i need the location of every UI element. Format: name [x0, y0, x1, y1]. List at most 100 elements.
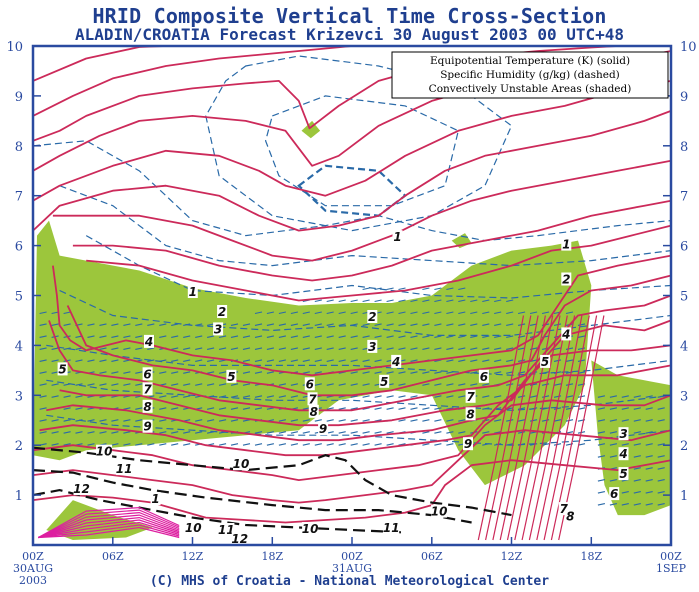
- legend: Equipotential Temperature (K) (solid) Sp…: [391, 51, 669, 99]
- humidity-dash: [350, 443, 358, 446]
- theta-e-bundle-line: [543, 315, 590, 541]
- humidity-dash: [434, 431, 442, 434]
- humidity-dash: [422, 407, 430, 410]
- humidity-dash: [183, 371, 191, 374]
- humidity-dash: [278, 383, 287, 386]
- contour-label-3: 3: [368, 340, 376, 354]
- y-tick-label-right: 9: [680, 90, 688, 105]
- humidity-dash: [458, 335, 466, 338]
- humidity-loop-1: [264, 95, 459, 207]
- humidity-dash: [633, 431, 641, 434]
- theta-e-bundle-line: [536, 315, 583, 541]
- humidity-dash: [529, 395, 538, 398]
- humidity-dash: [183, 431, 191, 434]
- humidity-dash: [458, 359, 466, 362]
- contour-label-7: 7: [560, 502, 569, 516]
- humidity-dash: [135, 335, 143, 338]
- humidity-contour-0: [32, 140, 672, 242]
- humidity-dash: [242, 359, 251, 362]
- theta-e-bundle-line: [514, 315, 561, 541]
- contour-label-bg: [142, 382, 153, 396]
- contour-label-bg: [465, 389, 476, 403]
- humidity-dash: [314, 299, 322, 303]
- humidity-dash: [386, 431, 394, 434]
- contour-label-bg: [367, 339, 378, 353]
- humidity-dash: [314, 347, 322, 350]
- humidity-dash: [398, 335, 406, 338]
- humidity-dash: [99, 419, 107, 422]
- humidity-dash: [422, 335, 430, 338]
- humidity-dash: [338, 419, 346, 422]
- chart-subtitle: ALADIN/CROATIA Forecast Krizevci 30 Augu…: [74, 25, 625, 44]
- legend-entry-convectively-unstable: Convectively Unstable Areas (shaded): [429, 83, 632, 95]
- humidity-dash: [645, 503, 653, 506]
- surface-fan-line: [38, 526, 180, 539]
- humidity-dash: [482, 383, 490, 386]
- humidity-dash: [374, 443, 382, 446]
- theta-e-contour-12: [59, 319, 672, 427]
- contour-label-bg: [391, 354, 402, 368]
- humidity-dash: [362, 371, 370, 374]
- y-tick-label-right: 3: [680, 389, 688, 404]
- humidity-dash: [645, 491, 653, 494]
- humidity-dash: [494, 431, 502, 434]
- humidity-dash: [386, 311, 394, 315]
- legend-entry-equipotential-temperature: Equipotential Temperature (K) (solid): [430, 55, 630, 67]
- humidity-dash: [434, 407, 442, 410]
- humidity-dash: [446, 299, 454, 303]
- humidity-dash: [290, 419, 299, 422]
- humidity-dash: [75, 407, 83, 410]
- humidity-dash: [39, 395, 47, 398]
- humidity-dash: [63, 311, 71, 315]
- humidity-dash: [541, 419, 550, 422]
- contour-label-12: 12: [73, 482, 90, 496]
- humidity-dash: [266, 347, 275, 350]
- humidity-dash: [529, 443, 538, 446]
- humidity-dash: [206, 431, 215, 434]
- humidity-dash: [135, 347, 143, 350]
- contour-label-bg: [540, 354, 551, 368]
- contour-label-bg: [431, 504, 448, 518]
- humidity-dash: [302, 311, 310, 315]
- y-tick-label-right: 2: [680, 439, 688, 454]
- contour-label-bg: [57, 362, 68, 376]
- humidity-dash: [362, 287, 370, 291]
- humidity-dash: [338, 311, 346, 315]
- contour-label-bg: [144, 334, 154, 348]
- x-tick-label: 00Z: [660, 550, 682, 563]
- contour-label-2: 2: [218, 305, 226, 319]
- humidity-dash: [350, 431, 358, 434]
- contour-label-9: 9: [319, 422, 327, 436]
- humidity-dash: [314, 335, 322, 338]
- contour-label-bg: [307, 392, 318, 406]
- humidity-dash: [242, 383, 251, 386]
- humidity-dash: [470, 383, 478, 386]
- humidity-dash: [494, 443, 502, 446]
- humidity-dash: [410, 347, 418, 350]
- humidity-dash: [39, 419, 47, 422]
- contour-label-bg: [116, 462, 133, 476]
- humidity-dash: [621, 443, 629, 446]
- humidity-dash: [398, 323, 406, 326]
- contour-label-bg: [217, 305, 228, 318]
- humidity-dash: [633, 491, 641, 494]
- humidity-dash: [470, 359, 478, 362]
- contour-label-bg: [565, 509, 576, 523]
- y-tick-label-left: 6: [15, 240, 23, 255]
- humidity-dash: [517, 407, 526, 410]
- humidity-dash: [51, 443, 59, 446]
- humidity-dash: [410, 371, 418, 374]
- contour-label-9: 9: [464, 437, 472, 451]
- humidity-dash: [553, 395, 562, 398]
- humidity-dash: [482, 359, 490, 362]
- humidity-dash: [171, 395, 179, 398]
- humidity-dash: [63, 347, 71, 350]
- humidity-dash: [99, 371, 107, 374]
- humidity-dash: [398, 311, 406, 315]
- humidity-dash: [350, 359, 358, 362]
- humidity-dash: [657, 491, 665, 494]
- humidity-dash: [51, 383, 59, 386]
- humidity-dash: [183, 323, 191, 326]
